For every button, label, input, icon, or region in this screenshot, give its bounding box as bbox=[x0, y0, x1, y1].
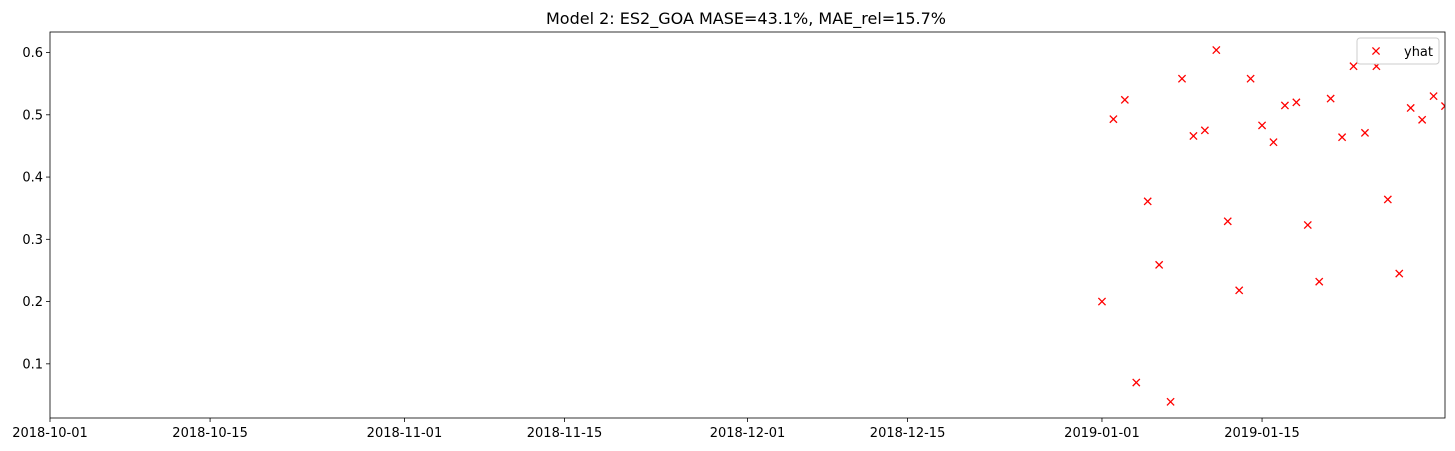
data-point bbox=[1132, 378, 1141, 387]
y-tick-label: 0.3 bbox=[22, 233, 43, 248]
data-point bbox=[1120, 95, 1129, 104]
data-point bbox=[1246, 74, 1255, 83]
data-point bbox=[1406, 103, 1415, 113]
y-tick-label: 0.2 bbox=[22, 295, 43, 310]
data-point bbox=[1383, 195, 1392, 204]
data-point bbox=[1303, 220, 1312, 230]
y-tick-label: 0.5 bbox=[22, 108, 43, 123]
data-point bbox=[1189, 131, 1198, 141]
legend-marker bbox=[1371, 46, 1381, 56]
data-point bbox=[1235, 286, 1244, 295]
data-point bbox=[1395, 269, 1404, 278]
data-point bbox=[1360, 128, 1370, 137]
data-point bbox=[1292, 98, 1301, 107]
data-point bbox=[1429, 92, 1438, 101]
x-tick-label: 2018-10-01 bbox=[12, 426, 88, 441]
data-point bbox=[1349, 62, 1358, 71]
chart-title: Model 2: ES2_GOA MASE=43.1%, MAE_rel=15.… bbox=[546, 9, 946, 29]
data-point bbox=[1338, 133, 1347, 142]
series-yhat bbox=[1097, 45, 1445, 406]
x-tick-label: 2018-10-15 bbox=[172, 426, 248, 441]
x-tick-label: 2018-12-15 bbox=[870, 426, 946, 441]
data-point bbox=[1200, 126, 1209, 135]
data-point bbox=[1440, 102, 1445, 111]
y-tick-label: 0.6 bbox=[22, 46, 43, 61]
data-point bbox=[1143, 197, 1152, 206]
legend-label: yhat bbox=[1404, 45, 1433, 60]
data-point bbox=[1155, 260, 1164, 269]
legend-frame bbox=[1356, 37, 1440, 65]
plot-area: 2018-10-01 2018-10-15 2018-11-01 2018-11-15… bbox=[12, 31, 1446, 441]
data-point bbox=[1212, 45, 1221, 55]
data-point bbox=[1166, 397, 1175, 406]
y-tick-label: 0.1 bbox=[22, 357, 43, 372]
data-point bbox=[1280, 101, 1289, 110]
axes-frame bbox=[49, 31, 1446, 419]
data-point bbox=[1223, 217, 1232, 226]
data-point bbox=[1109, 115, 1118, 124]
data-point bbox=[1315, 277, 1324, 286]
data-point bbox=[1257, 121, 1267, 130]
legend: yhat bbox=[1356, 37, 1440, 65]
x-tick-label: 2018-11-01 bbox=[367, 426, 443, 441]
data-point bbox=[1418, 115, 1427, 124]
data-point bbox=[1177, 74, 1187, 83]
x-tick-label: 2019-01-15 bbox=[1224, 426, 1300, 441]
y-tick-label: 0.4 bbox=[22, 171, 43, 186]
x-tick-label: 2018-12-01 bbox=[710, 426, 786, 441]
x-tick-label: 2019-01-01 bbox=[1064, 426, 1140, 441]
data-point bbox=[1097, 297, 1107, 306]
data-point bbox=[1326, 94, 1335, 103]
x-tick-label: 2018-11-15 bbox=[527, 426, 603, 441]
data-point bbox=[1269, 138, 1278, 147]
